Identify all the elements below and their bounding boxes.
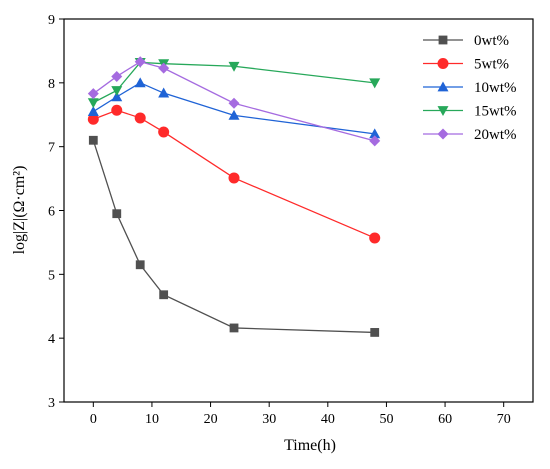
series-5wt%	[87, 104, 381, 244]
y-tick-label: 9	[48, 13, 55, 28]
y-axis-title: log|Z|(Ω·cm²)	[11, 166, 28, 255]
data-point	[228, 97, 240, 109]
axis-ticks: 0 10 20 30 40 50 60 70 3 4 5 6 7 8 9	[48, 13, 511, 427]
series-line	[92, 61, 375, 142]
y-tick-label: 7	[48, 141, 55, 156]
series-0wt%	[88, 135, 380, 337]
legend-item: 10wt%	[423, 80, 517, 96]
data-point	[370, 328, 380, 337]
plot-area-border	[63, 18, 534, 403]
data-point	[369, 135, 381, 147]
legend-item: 0wt%	[423, 33, 509, 49]
legend-item: 5wt%	[423, 57, 509, 73]
data-point	[135, 260, 145, 270]
data-point	[111, 86, 123, 96]
data-point	[369, 128, 381, 139]
data-point	[87, 113, 99, 125]
data-point	[158, 87, 170, 98]
data-point	[87, 88, 99, 100]
data-point	[228, 109, 240, 120]
data-point	[158, 126, 170, 138]
series-10wt%	[87, 77, 381, 139]
x-tick-label: 70	[497, 412, 511, 427]
data-point	[111, 91, 123, 102]
legend-marker	[437, 128, 449, 140]
data-point	[228, 61, 240, 72]
data-point	[87, 98, 99, 109]
legend-label: 10wt%	[474, 80, 517, 96]
data-point	[228, 172, 240, 184]
legend-label: 0wt%	[474, 33, 509, 49]
y-tick-label: 4	[48, 332, 55, 347]
x-tick-label: 20	[204, 412, 218, 427]
data-point	[112, 209, 122, 219]
series-20wt%	[87, 56, 381, 147]
data-point	[369, 232, 381, 244]
x-tick-label: 60	[438, 412, 452, 427]
y-tick-label: 3	[48, 396, 55, 411]
data-point	[87, 106, 99, 116]
legend: 0wt% 5wt% 10wt% 15wt% 20wt%	[423, 33, 517, 143]
y-tick-label: 6	[48, 205, 55, 220]
series-15wt%	[87, 58, 381, 109]
data-point	[159, 290, 169, 300]
data-point	[158, 62, 170, 74]
series-line	[93, 61, 375, 104]
x-axis-title: Time(h)	[284, 437, 336, 454]
legend-label: 20wt%	[474, 127, 517, 143]
x-tick-label: 10	[145, 412, 159, 427]
data-point	[369, 78, 381, 89]
data-point	[134, 77, 146, 88]
legend-label: 15wt%	[474, 104, 517, 120]
legend-label: 5wt%	[474, 57, 509, 73]
series-line	[92, 140, 375, 334]
y-tick-label: 5	[48, 268, 55, 283]
legend-marker	[437, 106, 449, 116]
x-tick-label: 40	[321, 412, 335, 427]
data-point	[134, 112, 146, 124]
x-tick-label: 0	[90, 412, 97, 427]
y-tick-label: 8	[48, 77, 55, 92]
plot-frame	[63, 18, 534, 403]
data-point	[111, 104, 123, 116]
legend-marker	[438, 35, 448, 45]
legend-marker	[437, 81, 449, 92]
data-point	[88, 135, 98, 145]
data-point	[134, 56, 146, 68]
legend-item: 20wt%	[423, 127, 517, 143]
x-tick-label: 30	[262, 412, 276, 427]
series-layer	[87, 56, 381, 337]
x-tick-label: 50	[379, 412, 393, 427]
data-point	[229, 323, 239, 333]
data-point	[111, 70, 123, 82]
legend-marker	[437, 58, 449, 69]
legend-item: 15wt%	[423, 104, 517, 120]
